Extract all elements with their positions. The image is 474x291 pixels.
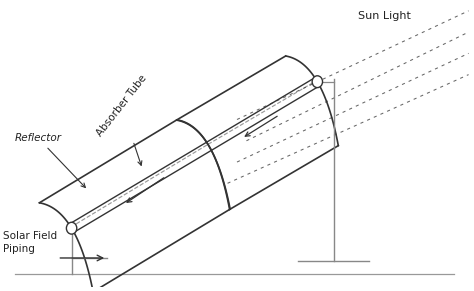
Ellipse shape [312, 76, 322, 88]
Text: Absorber Tube: Absorber Tube [94, 73, 148, 165]
Text: Reflector: Reflector [15, 133, 85, 187]
Text: Solar Field
Piping: Solar Field Piping [3, 231, 57, 253]
Text: Sun Light: Sun Light [357, 10, 410, 21]
Ellipse shape [66, 222, 77, 234]
